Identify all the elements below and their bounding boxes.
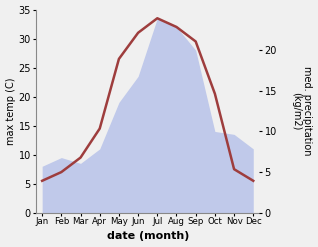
Y-axis label: max temp (C): max temp (C) [5, 77, 16, 145]
Y-axis label: med. precipitation
(kg/m2): med. precipitation (kg/m2) [291, 66, 313, 156]
X-axis label: date (month): date (month) [107, 231, 189, 242]
